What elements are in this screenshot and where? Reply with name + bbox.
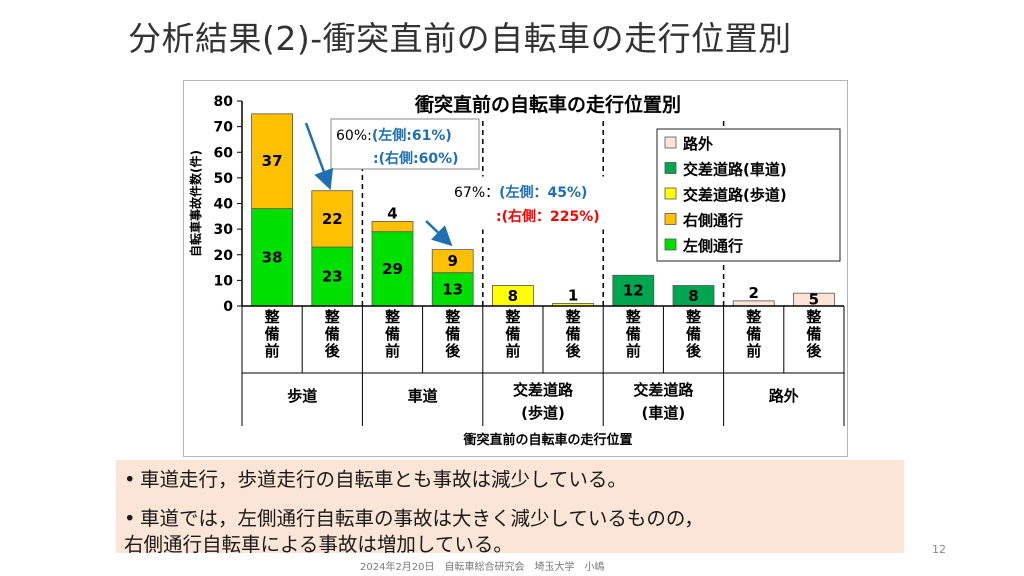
bullet-text: 車道では，左側通行自転車の事故は大きく減少しているものの，	[140, 507, 704, 530]
legend-label: 右側通行	[683, 212, 743, 230]
arrow-icon	[425, 220, 453, 247]
arrow-icon	[304, 122, 334, 191]
legend-label: 交差道路(車道)	[683, 161, 787, 179]
y-tick-label: 40	[214, 197, 234, 213]
data-label: 13	[442, 280, 463, 298]
group-label: 交差道路	[633, 381, 694, 399]
y-tick-label: 10	[214, 273, 234, 289]
legend-label: 交差道路(歩道)	[683, 186, 787, 204]
data-label: 8	[508, 287, 518, 305]
category-label: 整備前	[746, 308, 761, 360]
legend-swatch	[664, 238, 677, 251]
category-label: 整備前	[626, 308, 641, 360]
bullet-item-2: • 車道では，左側通行自転車の事故は大きく減少しているものの，	[124, 502, 704, 531]
footer-text: 2024年2月20日 自転車総合研究会 埼玉大学 小嶋	[360, 562, 605, 573]
bar-segment	[431, 272, 474, 307]
data-label: 12	[623, 282, 644, 300]
bar-segment	[311, 190, 354, 248]
category-label: 整備後	[685, 308, 702, 360]
data-label: 2	[748, 284, 758, 302]
data-label: 5	[809, 291, 819, 309]
bar-segment	[431, 249, 474, 274]
data-label: 37	[262, 152, 283, 170]
legend-label: 路外	[683, 135, 713, 153]
legend-swatch	[664, 187, 677, 200]
chart-title: 衝突直前の自転車の走行位置別	[414, 93, 681, 116]
data-label: 4	[387, 204, 397, 222]
data-label: 29	[382, 260, 403, 278]
bullet-item-1: • 車道走行，歩道走行の自転車とも事故は減少している。	[124, 463, 627, 492]
bar-segment	[371, 221, 414, 233]
chart-bars	[251, 113, 841, 307]
group-label: 車道	[408, 387, 438, 405]
bar-segment	[371, 231, 414, 307]
bar-segment	[251, 113, 293, 210]
group-label: 交差道路	[513, 381, 574, 399]
category-label: 整備後	[324, 308, 341, 360]
category-label: 整備後	[805, 308, 822, 360]
legend-swatch	[664, 136, 677, 149]
category-label: 整備前	[265, 308, 280, 360]
group-label: 路外	[769, 387, 799, 405]
annotation-line: 60%:(左側:61%)	[336, 127, 452, 144]
legend-swatch	[664, 213, 677, 225]
group-label: (車道)	[642, 404, 686, 422]
legend-label: 左側通行	[682, 237, 743, 255]
page-number: 12	[932, 543, 946, 556]
legend-box	[656, 128, 841, 262]
category-label: 整備前	[505, 308, 520, 360]
y-tick-label: 20	[214, 248, 234, 264]
y-tick-label: 30	[214, 222, 234, 238]
annotation-box	[330, 118, 480, 170]
category-label: 整備後	[444, 308, 461, 360]
category-label: 整備後	[565, 308, 582, 360]
data-label: 9	[447, 252, 457, 270]
legend-swatch	[664, 162, 677, 174]
bullet-item-2-continuation: 右側通行自転車による事故は増加している。	[124, 533, 513, 556]
x-axis-title: 衝突直前の自転車の走行位置	[462, 432, 632, 448]
category-label: 整備前	[385, 308, 400, 360]
bullet-dot-icon: •	[124, 507, 136, 530]
y-tick-label: 50	[214, 171, 234, 187]
annotation-line: 67%：(左側：45%)	[454, 184, 587, 201]
data-label: 1	[568, 286, 578, 304]
chart-axes	[237, 100, 844, 307]
y-axis-title: 自転車事故件数(件)	[188, 150, 203, 257]
data-label: 23	[322, 268, 343, 286]
group-label: 歩道	[287, 387, 317, 405]
data-label: 8	[688, 287, 698, 305]
y-tick-label: 70	[214, 120, 234, 136]
bullet-text: 車道走行，歩道走行の自転車とも事故は減少している。	[140, 468, 627, 491]
y-tick-label: 80	[214, 94, 234, 110]
data-label: 38	[262, 248, 283, 266]
annotation-line: :(右側：225%)	[496, 208, 600, 225]
slide-title: 分析結果(2)-衝突直前の自転車の走行位置別	[128, 19, 792, 58]
bar-segment	[612, 274, 655, 307]
data-label: 22	[322, 210, 343, 228]
annotation-box	[448, 176, 625, 230]
group-label: (歩道)	[521, 404, 565, 422]
annotation-line: :(右側:60%)	[373, 150, 459, 167]
bullet-dot-icon: •	[124, 468, 136, 491]
y-tick-label: 60	[214, 145, 234, 161]
y-tick-label: 0	[223, 299, 233, 315]
summary-box: • 車道走行，歩道走行の自転車とも事故は減少している。 • 車道では，左側通行自転車…	[116, 460, 904, 556]
chart-frame: 0 10 20 30 40 50 60 70 80 自転車事故件数(件) 歩道 車道 交差道路 (歩道) 交…	[183, 80, 848, 457]
